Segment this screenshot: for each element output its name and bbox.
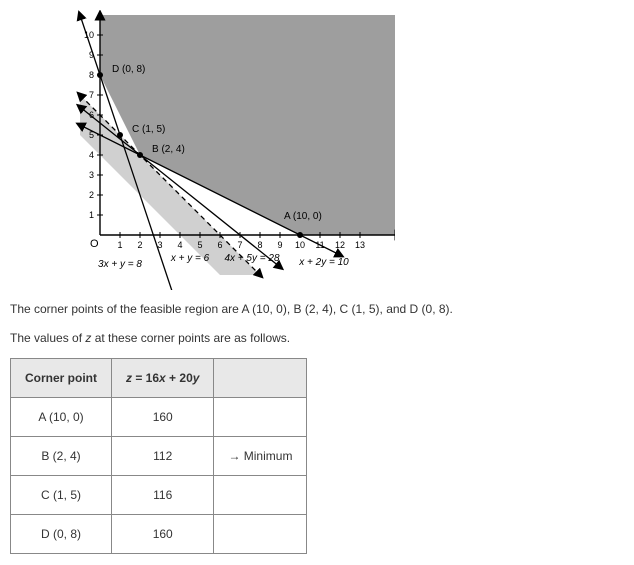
svg-text:3x + y = 8: 3x + y = 8 xyxy=(98,259,142,270)
svg-text:8: 8 xyxy=(89,70,94,80)
svg-text:x + y = 6: x + y = 6 xyxy=(170,253,210,264)
svg-text:x + 2y = 10: x + 2y = 10 xyxy=(298,257,349,268)
svg-text:13: 13 xyxy=(355,240,365,250)
svg-text:C (1, 5): C (1, 5) xyxy=(132,124,165,135)
svg-text:4x + 5y = 28: 4x + 5y = 28 xyxy=(224,253,279,264)
svg-text:12: 12 xyxy=(335,240,345,250)
table-row: B (2, 4)112→ Minimum xyxy=(11,437,307,476)
svg-text:8: 8 xyxy=(257,240,262,250)
col-corner-point: Corner point xyxy=(11,359,112,398)
svg-text:2: 2 xyxy=(89,190,94,200)
table-row: A (10, 0)160 xyxy=(11,398,307,437)
svg-text:2: 2 xyxy=(137,240,142,250)
svg-text:3: 3 xyxy=(89,170,94,180)
z-values-table: Corner point z = 16x + 20y A (10, 0)160B… xyxy=(10,358,307,554)
svg-text:1: 1 xyxy=(89,210,94,220)
svg-text:10: 10 xyxy=(295,240,305,250)
svg-text:5: 5 xyxy=(197,240,202,250)
svg-text:A (10, 0): A (10, 0) xyxy=(284,211,322,222)
svg-text:4: 4 xyxy=(177,240,182,250)
svg-text:7: 7 xyxy=(237,240,242,250)
svg-text:7: 7 xyxy=(89,90,94,100)
svg-text:4: 4 xyxy=(89,150,94,160)
svg-text:D (0, 8): D (0, 8) xyxy=(112,64,145,75)
svg-text:Y: Y xyxy=(88,10,96,12)
corner-points-sentence: The corner points of the feasible region… xyxy=(10,300,624,319)
svg-text:9: 9 xyxy=(277,240,282,250)
col-note xyxy=(214,359,307,398)
table-row: C (1, 5)116 xyxy=(11,476,307,515)
values-of-z-sentence: The values of z at these corner points a… xyxy=(10,329,624,348)
svg-text:6: 6 xyxy=(217,240,222,250)
lp-chart: XYO12345678910111213123456789103x + y = … xyxy=(35,10,395,290)
svg-text:O: O xyxy=(90,238,99,250)
table-row: D (0, 8)160 xyxy=(11,515,307,554)
col-z: z = 16x + 20y xyxy=(112,359,214,398)
svg-text:1: 1 xyxy=(117,240,122,250)
svg-text:B (2, 4): B (2, 4) xyxy=(152,144,185,155)
